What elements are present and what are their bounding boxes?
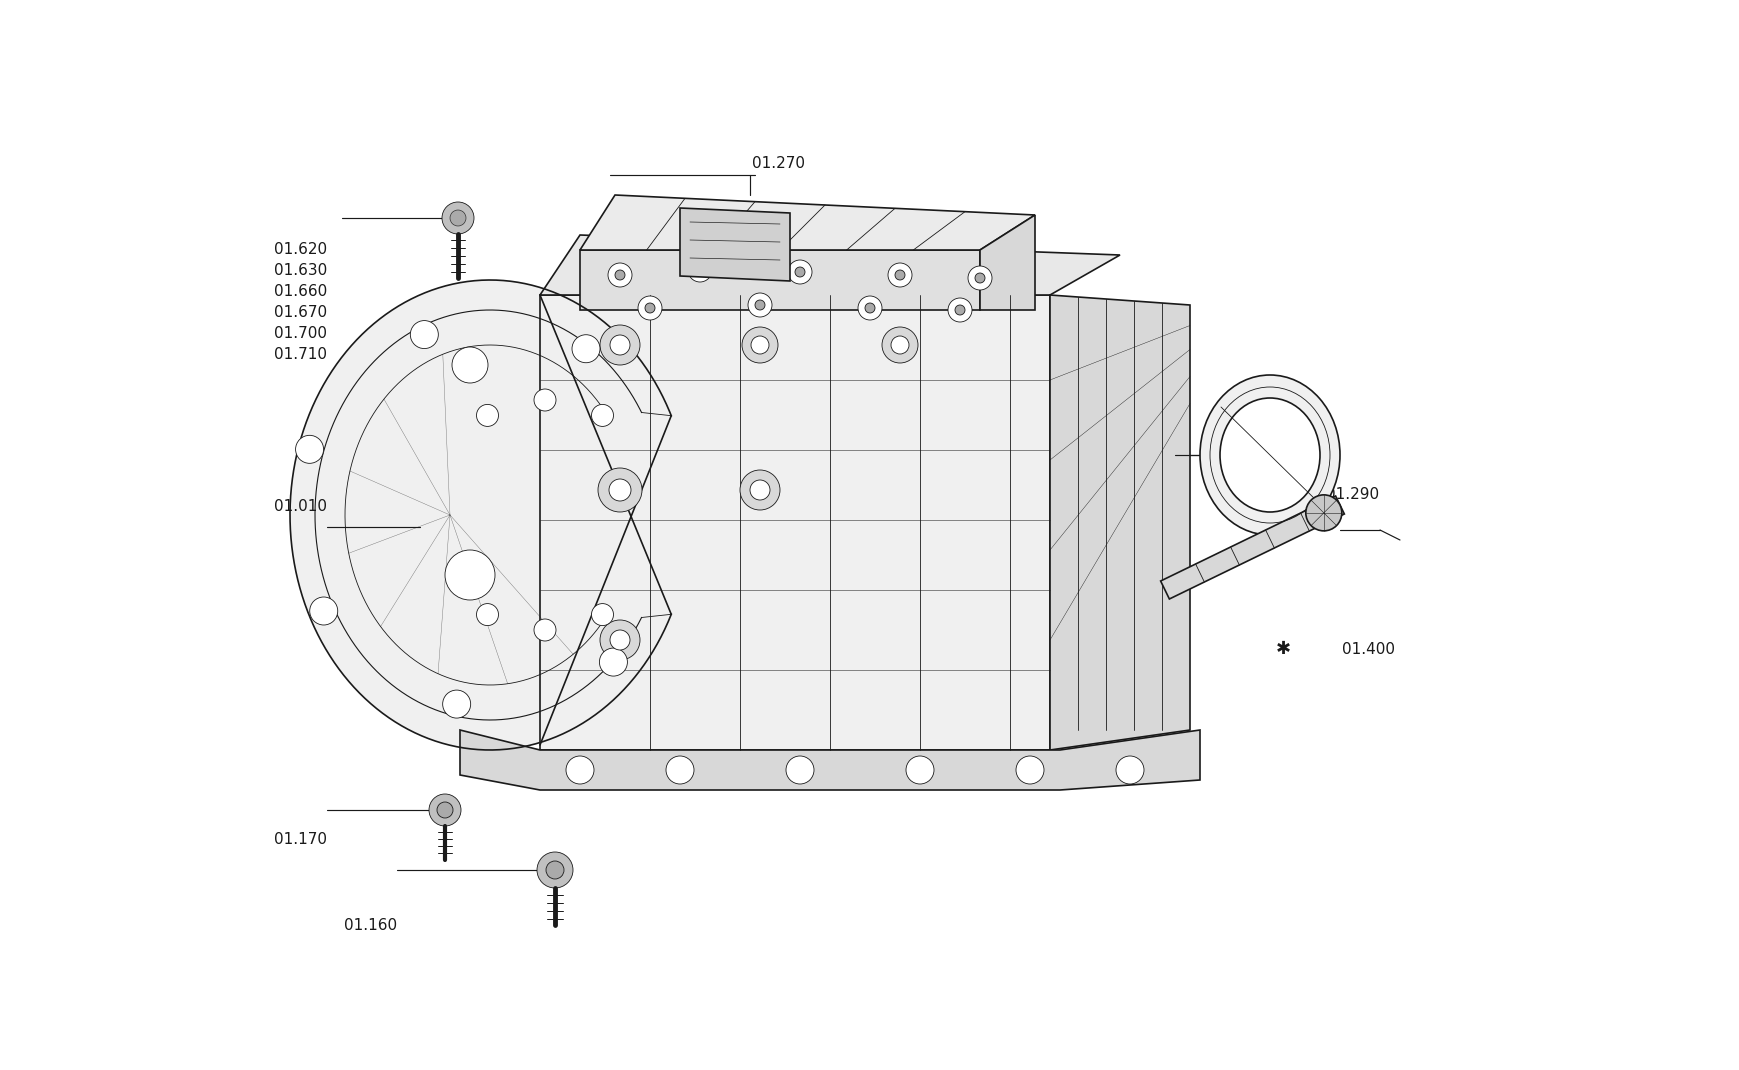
Polygon shape — [579, 195, 1035, 250]
Circle shape — [591, 404, 614, 427]
Circle shape — [546, 861, 563, 878]
Circle shape — [882, 327, 918, 363]
Circle shape — [600, 325, 640, 365]
Circle shape — [452, 347, 487, 383]
Circle shape — [1016, 756, 1043, 784]
Circle shape — [948, 299, 972, 322]
Circle shape — [607, 263, 631, 287]
Circle shape — [610, 630, 630, 649]
Circle shape — [741, 327, 777, 363]
Circle shape — [565, 756, 593, 784]
Text: ✱: ✱ — [1275, 641, 1290, 658]
Polygon shape — [979, 215, 1035, 310]
Circle shape — [967, 266, 991, 290]
Text: 01.170: 01.170 — [275, 832, 327, 847]
Circle shape — [410, 321, 438, 349]
Circle shape — [598, 648, 628, 676]
Circle shape — [436, 802, 452, 817]
Circle shape — [890, 336, 908, 354]
Circle shape — [534, 620, 556, 641]
Circle shape — [614, 270, 624, 280]
Text: 01.010: 01.010 — [275, 499, 327, 514]
Circle shape — [310, 597, 337, 625]
Polygon shape — [1049, 295, 1189, 750]
Text: 01.290: 01.290 — [1325, 487, 1379, 502]
Text: 01.620
01.630
01.660
01.670
01.700
01.710: 01.620 01.630 01.660 01.670 01.700 01.71… — [273, 242, 327, 362]
Text: 01.400: 01.400 — [1341, 642, 1393, 657]
Circle shape — [296, 435, 323, 463]
Polygon shape — [539, 235, 1120, 295]
Circle shape — [788, 260, 812, 284]
Ellipse shape — [1219, 398, 1320, 513]
Circle shape — [857, 296, 882, 320]
Circle shape — [755, 300, 765, 310]
Circle shape — [748, 293, 772, 317]
Polygon shape — [459, 730, 1200, 790]
Circle shape — [887, 263, 911, 287]
Circle shape — [750, 480, 770, 500]
Text: 01.270: 01.270 — [751, 156, 803, 171]
Circle shape — [534, 389, 556, 411]
Circle shape — [687, 258, 711, 282]
Circle shape — [445, 550, 494, 600]
Circle shape — [694, 265, 704, 275]
Circle shape — [598, 468, 642, 513]
Circle shape — [591, 603, 614, 626]
Circle shape — [610, 335, 630, 355]
Text: 01.160: 01.160 — [343, 918, 396, 933]
Circle shape — [666, 756, 694, 784]
Circle shape — [751, 336, 769, 354]
Circle shape — [572, 335, 600, 363]
Polygon shape — [290, 280, 671, 750]
Circle shape — [476, 404, 497, 427]
Circle shape — [974, 273, 984, 282]
Circle shape — [638, 296, 661, 320]
Circle shape — [795, 268, 805, 277]
Polygon shape — [579, 250, 979, 310]
Circle shape — [442, 690, 470, 718]
Circle shape — [955, 305, 965, 315]
Polygon shape — [539, 295, 1049, 750]
Polygon shape — [1160, 496, 1344, 599]
Circle shape — [476, 603, 497, 626]
Circle shape — [894, 270, 904, 280]
Circle shape — [442, 202, 473, 234]
Circle shape — [739, 470, 779, 510]
Circle shape — [600, 620, 640, 660]
Circle shape — [1304, 494, 1341, 531]
Circle shape — [1115, 756, 1143, 784]
Circle shape — [450, 210, 466, 226]
Circle shape — [537, 852, 572, 888]
Polygon shape — [680, 208, 790, 281]
Circle shape — [786, 756, 814, 784]
Circle shape — [609, 479, 631, 501]
Circle shape — [645, 303, 654, 314]
Circle shape — [864, 303, 875, 314]
Circle shape — [906, 756, 934, 784]
Ellipse shape — [1200, 374, 1339, 535]
Circle shape — [430, 794, 461, 826]
